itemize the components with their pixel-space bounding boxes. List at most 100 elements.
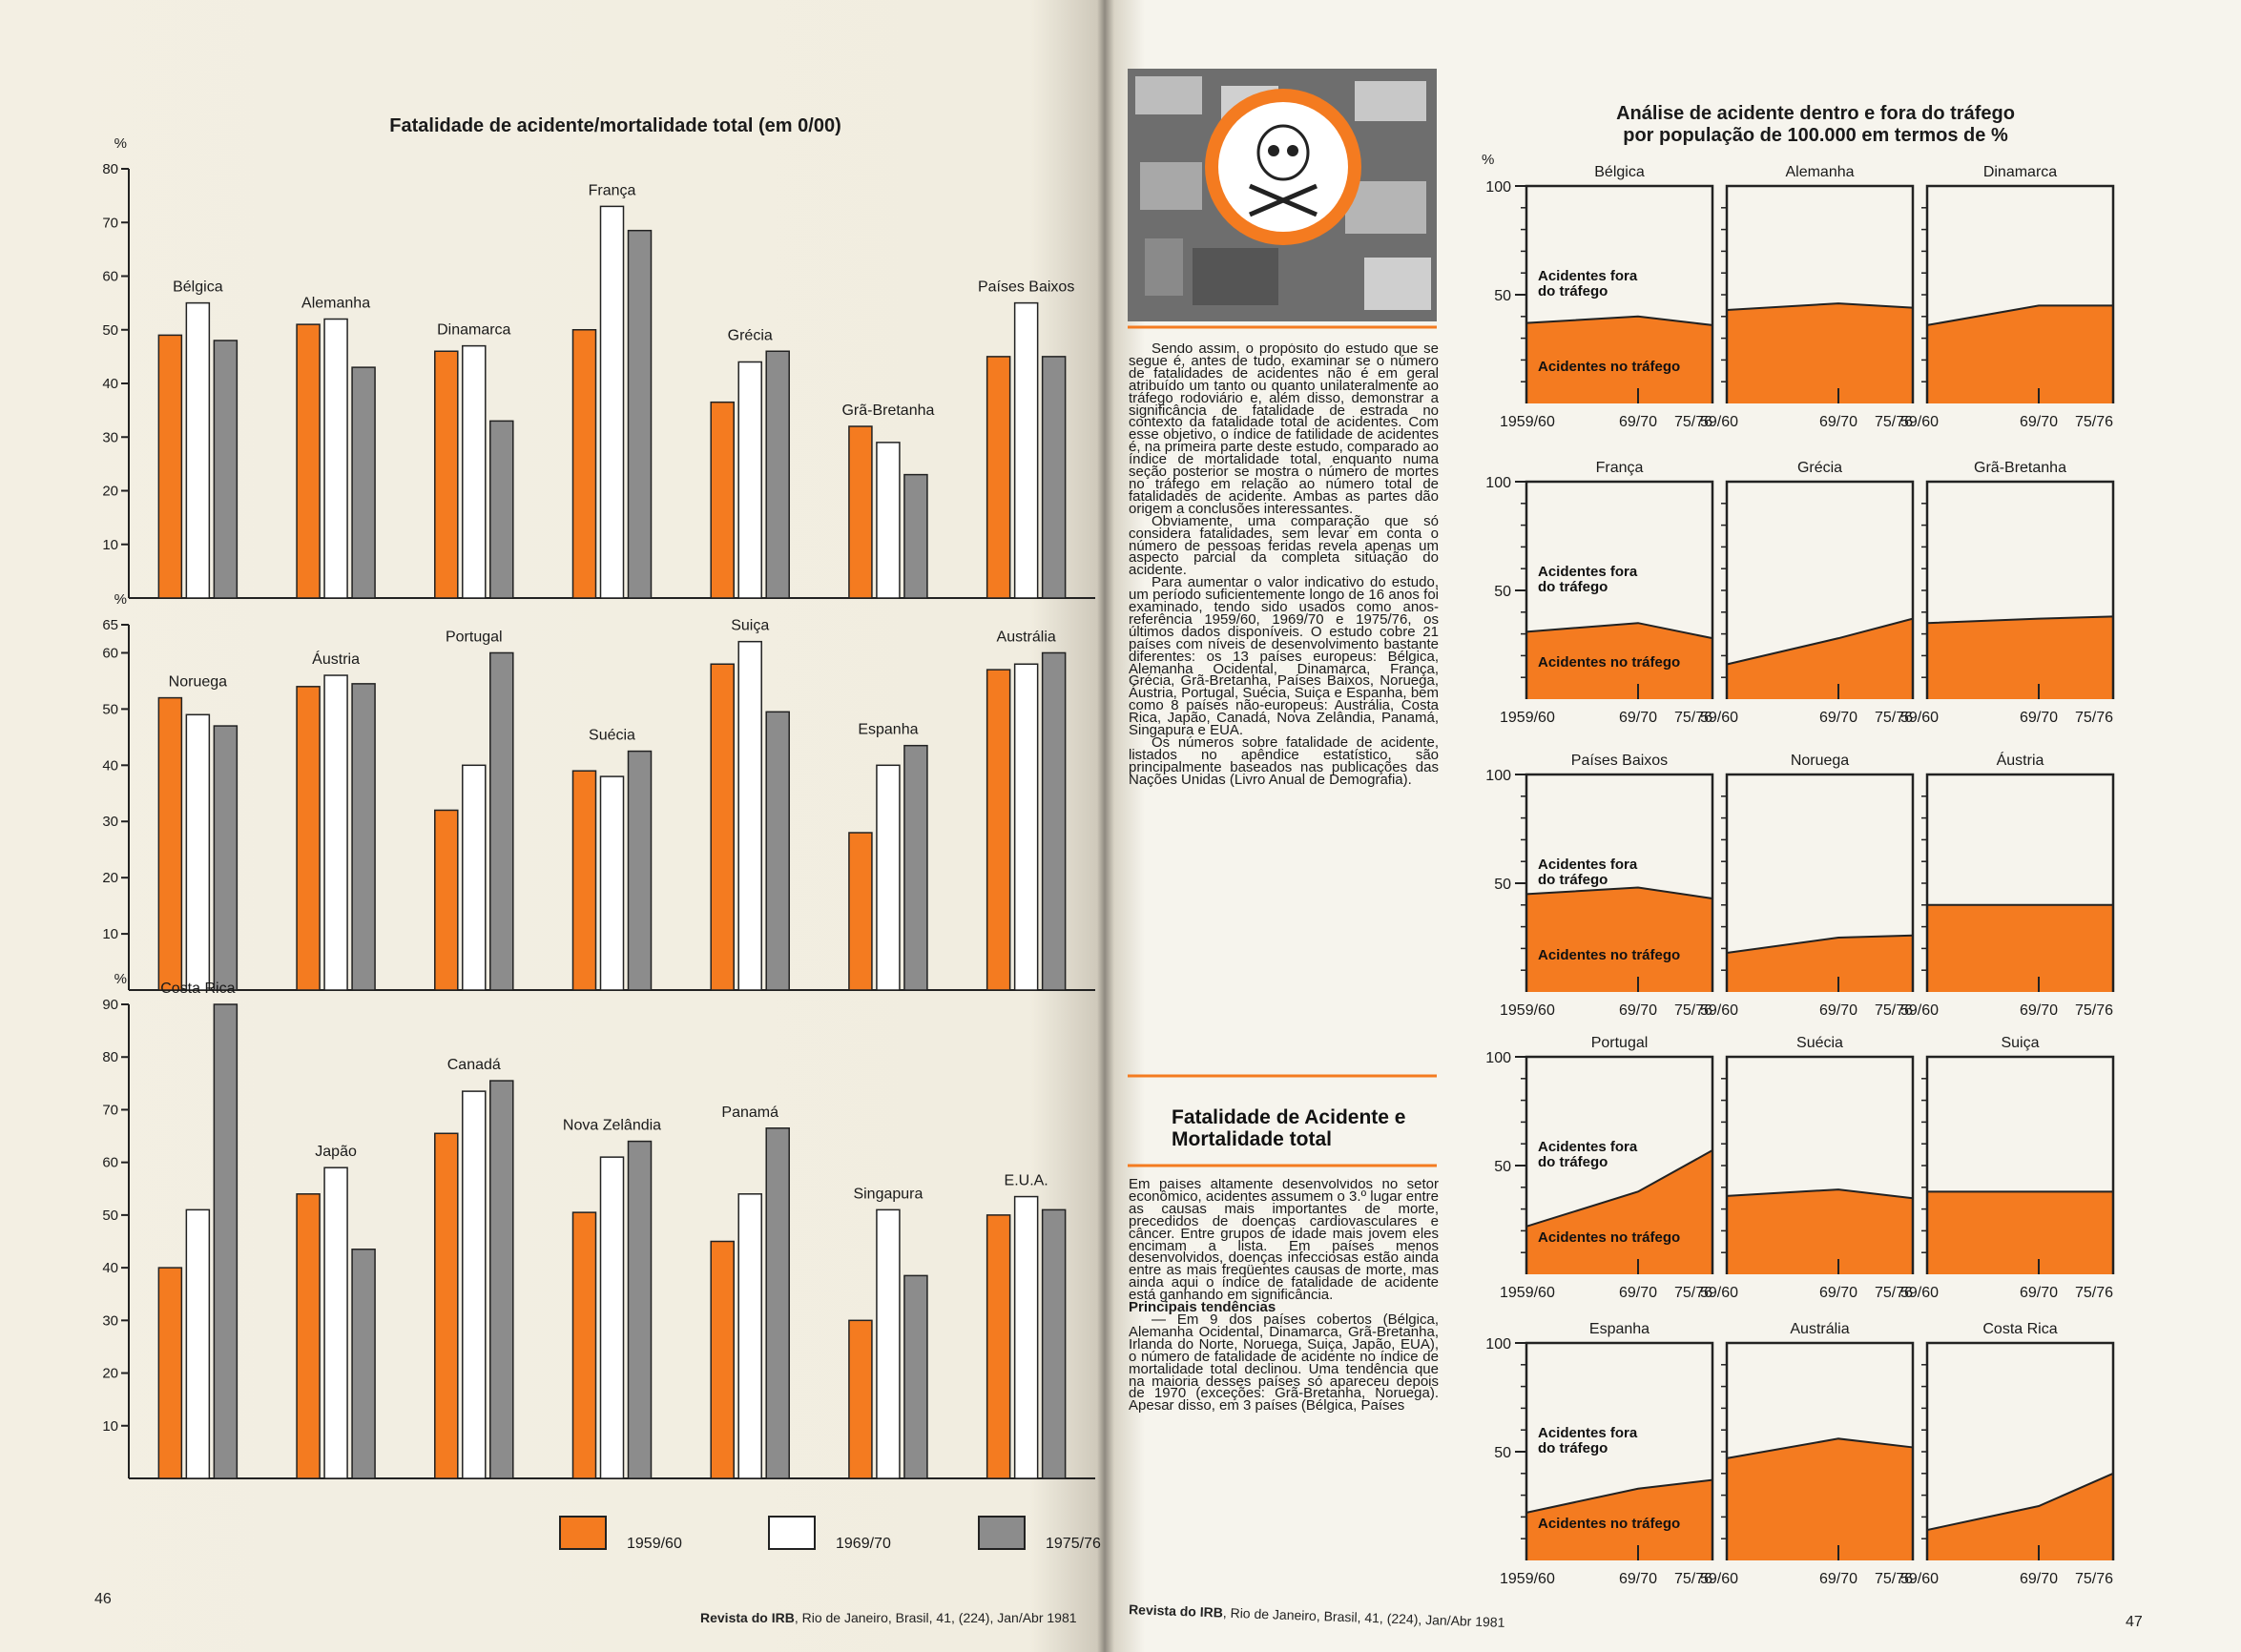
bar bbox=[489, 1080, 514, 1479]
bar bbox=[296, 323, 321, 599]
bar bbox=[489, 420, 514, 599]
category-label: Panamá bbox=[721, 1105, 778, 1121]
x-tick-label: 75/76 bbox=[2075, 710, 2113, 726]
x-tick-label: 75/76 bbox=[1674, 1002, 1712, 1019]
bar bbox=[571, 770, 597, 991]
y-tick-label: 60 bbox=[102, 645, 118, 661]
category-label: Grã-Bretanha bbox=[841, 403, 934, 419]
category-label: E.U.A. bbox=[1005, 1173, 1048, 1189]
area bbox=[1526, 1150, 1712, 1274]
y-tick-label: 70 bbox=[102, 1102, 118, 1118]
legend-swatch bbox=[978, 1516, 1026, 1550]
category-label: França bbox=[589, 182, 636, 198]
category-label: Bélgica bbox=[173, 279, 223, 296]
chart-title: Portugal bbox=[1591, 1035, 1649, 1051]
y-tick-label: 10 bbox=[102, 926, 118, 942]
bar bbox=[157, 334, 183, 599]
x-tick-label: 69/70 bbox=[2020, 414, 2058, 430]
bar bbox=[876, 442, 901, 599]
footer: Revista do IRB, Rio de Janeiro, Brasil, … bbox=[700, 1610, 1077, 1625]
category-label: Dinamarca bbox=[437, 322, 510, 339]
bar bbox=[323, 318, 348, 599]
y-tick-label: 10 bbox=[102, 1418, 118, 1435]
bar bbox=[848, 832, 873, 991]
chart-title: Suécia bbox=[1796, 1035, 1843, 1051]
x-tick-label: 59/60 bbox=[1700, 414, 1738, 430]
y-tick-label: 80 bbox=[102, 1049, 118, 1065]
journal: Revista do IRB bbox=[1128, 1601, 1224, 1621]
x-tick-label: 59/60 bbox=[1700, 1571, 1738, 1587]
x-tick-label: 1959/60 bbox=[1500, 710, 1555, 726]
chart-title: Grã-Bretanha bbox=[1974, 460, 2066, 476]
boundary-line bbox=[1525, 1149, 1713, 1228]
y-tick-label: 100 bbox=[1485, 1336, 1511, 1353]
y-tick-label: 20 bbox=[102, 484, 118, 500]
x-tick-label: 69/70 bbox=[2020, 1002, 2058, 1019]
bar bbox=[157, 696, 183, 991]
paragraph: Em países altamente desenvolvidos no set… bbox=[1129, 1179, 1439, 1304]
bar bbox=[737, 1193, 762, 1479]
area bbox=[1927, 904, 2113, 992]
x-tick-label: 59/60 bbox=[1900, 710, 1939, 726]
photo bbox=[1128, 69, 1437, 321]
bar bbox=[1041, 356, 1067, 599]
area bbox=[1927, 1191, 2113, 1274]
x-tick-label: 59/60 bbox=[1900, 414, 1939, 430]
bar bbox=[434, 350, 459, 599]
bar bbox=[710, 663, 735, 991]
bar bbox=[599, 1156, 625, 1479]
category-label: Países Baixos bbox=[978, 279, 1074, 296]
bar bbox=[296, 686, 321, 991]
x-tick-label: 69/70 bbox=[1819, 414, 1857, 430]
y-tick-label: 60 bbox=[102, 269, 118, 285]
chart-suptitle: por população de 100.000 em termos de % bbox=[1623, 125, 2008, 146]
article-body: Sendo assim, o propósito do estudo que s… bbox=[1129, 343, 1439, 1068]
x-tick-label: 75/76 bbox=[1674, 1571, 1712, 1587]
legend-swatch bbox=[768, 1516, 816, 1550]
bar bbox=[599, 205, 625, 599]
category-label: Japão bbox=[315, 1144, 357, 1160]
paragraph: Sendo assim, o propósito do estudo que s… bbox=[1129, 343, 1439, 517]
bar bbox=[903, 1274, 928, 1479]
boundary-line bbox=[1525, 886, 1713, 899]
x-tick-label: 69/70 bbox=[1819, 1002, 1857, 1019]
area bbox=[1727, 303, 1913, 403]
category-label: Portugal bbox=[446, 629, 503, 645]
bar bbox=[213, 725, 239, 991]
bar bbox=[627, 1140, 653, 1479]
paragraph: Obviamente, uma comparação que só consid… bbox=[1129, 512, 1439, 579]
y-tick-label: 100 bbox=[1485, 1050, 1511, 1066]
boundary-line bbox=[1726, 1188, 1914, 1200]
bar bbox=[1013, 1195, 1039, 1479]
x-tick-label: 59/60 bbox=[1900, 1002, 1939, 1019]
y-tick-label: 70 bbox=[102, 215, 118, 231]
bar bbox=[1041, 1208, 1067, 1479]
bar bbox=[213, 340, 239, 599]
bar bbox=[737, 640, 762, 991]
legend-label: 1959/60 bbox=[627, 1536, 682, 1552]
category-label: Áustria bbox=[312, 650, 360, 668]
x-tick-label: 75/76 bbox=[2075, 1002, 2113, 1019]
annotation: Acidentes no tráfego bbox=[1538, 1229, 1681, 1247]
x-tick-label: 75/76 bbox=[1674, 1285, 1712, 1301]
y-tick-label: 50 bbox=[102, 701, 118, 717]
x-tick-label: 75/76 bbox=[1875, 1571, 1913, 1587]
bar bbox=[323, 674, 348, 991]
y-tick-label: 60 bbox=[102, 1155, 118, 1171]
bar bbox=[157, 1267, 183, 1479]
category-label: Suiça bbox=[731, 618, 769, 634]
page-number: 47 bbox=[2126, 1614, 2143, 1630]
bar bbox=[710, 401, 735, 599]
boundary-line bbox=[1726, 302, 1914, 311]
boundary-line bbox=[1525, 1478, 1713, 1514]
bar bbox=[213, 1003, 239, 1479]
y-tick-label: 20 bbox=[102, 870, 118, 886]
y-tick-label: 80 bbox=[102, 161, 118, 177]
x-tick-label: 75/76 bbox=[2075, 1571, 2113, 1587]
y-tick-label: 65 bbox=[102, 617, 118, 633]
x-tick-label: 75/76 bbox=[1875, 1285, 1913, 1301]
chart-title: Dinamarca bbox=[1983, 164, 2057, 180]
paragraph: Os números sobre fatalidade de acidente,… bbox=[1129, 734, 1439, 788]
category-label: Suécia bbox=[589, 728, 635, 744]
